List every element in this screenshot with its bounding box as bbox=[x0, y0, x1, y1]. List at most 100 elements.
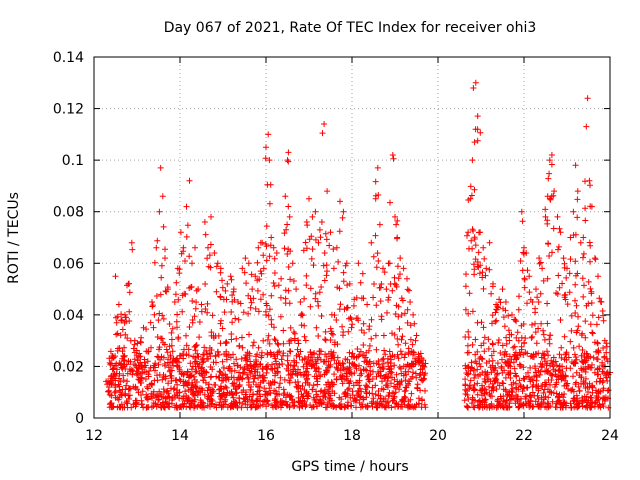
data-point bbox=[324, 367, 331, 374]
data-point bbox=[363, 367, 370, 374]
data-point bbox=[353, 379, 360, 386]
data-point bbox=[298, 391, 305, 398]
data-point bbox=[360, 342, 367, 348]
data-point bbox=[498, 363, 505, 370]
data-point bbox=[407, 375, 414, 382]
data-point bbox=[313, 373, 320, 380]
x-tick-label: 22 bbox=[515, 428, 533, 444]
data-point bbox=[548, 377, 555, 383]
data-point bbox=[544, 348, 550, 355]
data-point bbox=[422, 404, 429, 411]
data-point bbox=[131, 356, 138, 363]
data-point bbox=[337, 373, 344, 380]
data-point bbox=[151, 377, 158, 384]
data-point bbox=[301, 333, 308, 340]
data-point bbox=[546, 388, 553, 395]
data-point bbox=[236, 369, 242, 376]
data-point bbox=[481, 348, 488, 355]
data-point bbox=[273, 399, 280, 406]
data-point bbox=[468, 364, 475, 371]
data-point bbox=[351, 353, 358, 360]
data-point bbox=[396, 364, 403, 371]
data-point bbox=[174, 381, 181, 388]
data-point bbox=[321, 371, 328, 378]
data-point bbox=[136, 350, 143, 357]
data-point bbox=[191, 313, 198, 320]
data-point bbox=[563, 350, 570, 357]
data-point bbox=[489, 320, 495, 327]
data-point bbox=[532, 398, 539, 405]
data-point bbox=[382, 351, 389, 358]
data-point bbox=[570, 395, 577, 402]
data-point bbox=[232, 315, 239, 322]
data-point bbox=[394, 335, 401, 342]
data-point bbox=[189, 298, 196, 304]
data-point bbox=[128, 239, 135, 246]
data-point bbox=[217, 294, 224, 301]
data-point bbox=[219, 325, 226, 332]
data-point bbox=[476, 270, 483, 277]
data-point bbox=[515, 337, 522, 344]
data-point bbox=[248, 363, 255, 370]
data-point bbox=[276, 348, 283, 355]
data-point bbox=[488, 290, 495, 297]
data-point bbox=[567, 400, 574, 407]
data-point bbox=[165, 286, 171, 293]
data-point bbox=[274, 351, 281, 358]
data-point bbox=[126, 308, 133, 315]
data-point bbox=[465, 396, 472, 402]
data-point bbox=[137, 380, 144, 386]
data-point bbox=[183, 233, 190, 240]
data-point bbox=[180, 378, 187, 385]
data-point bbox=[485, 336, 492, 343]
data-point bbox=[359, 270, 366, 277]
data-point bbox=[154, 334, 161, 340]
data-point bbox=[472, 336, 479, 343]
data-point bbox=[479, 274, 486, 281]
data-point bbox=[405, 345, 412, 352]
data-point bbox=[388, 366, 395, 372]
data-point bbox=[393, 281, 399, 288]
data-point bbox=[160, 354, 167, 361]
data-point bbox=[145, 348, 151, 355]
data-point bbox=[264, 391, 270, 398]
data-point bbox=[406, 287, 412, 294]
data-point bbox=[572, 258, 579, 265]
data-point bbox=[587, 258, 593, 265]
data-point bbox=[555, 272, 562, 279]
data-point bbox=[359, 352, 366, 359]
data-point bbox=[516, 293, 522, 300]
data-point bbox=[580, 254, 586, 261]
data-point bbox=[204, 395, 211, 402]
data-point bbox=[495, 337, 502, 343]
data-point bbox=[228, 331, 235, 337]
data-point bbox=[470, 85, 477, 91]
data-point bbox=[374, 164, 381, 171]
data-point bbox=[139, 401, 146, 408]
data-point bbox=[193, 299, 200, 306]
data-point bbox=[321, 121, 328, 127]
data-point bbox=[477, 363, 484, 370]
data-point bbox=[516, 361, 523, 368]
data-point bbox=[158, 335, 164, 342]
data-point bbox=[527, 378, 534, 385]
data-point bbox=[397, 255, 404, 262]
data-point bbox=[254, 369, 261, 375]
data-point bbox=[529, 321, 535, 328]
data-point bbox=[344, 304, 351, 311]
data-point bbox=[549, 249, 555, 256]
data-point bbox=[486, 239, 493, 246]
data-point bbox=[596, 295, 603, 302]
data-point bbox=[583, 302, 590, 309]
data-point bbox=[272, 370, 279, 377]
data-point bbox=[522, 335, 529, 342]
data-point bbox=[582, 379, 589, 386]
data-point bbox=[470, 404, 477, 410]
data-point bbox=[281, 390, 288, 397]
data-point bbox=[194, 350, 201, 357]
data-point bbox=[103, 378, 110, 385]
data-point bbox=[513, 373, 520, 380]
data-point bbox=[237, 374, 244, 381]
data-point bbox=[527, 364, 534, 371]
data-point bbox=[277, 399, 284, 406]
